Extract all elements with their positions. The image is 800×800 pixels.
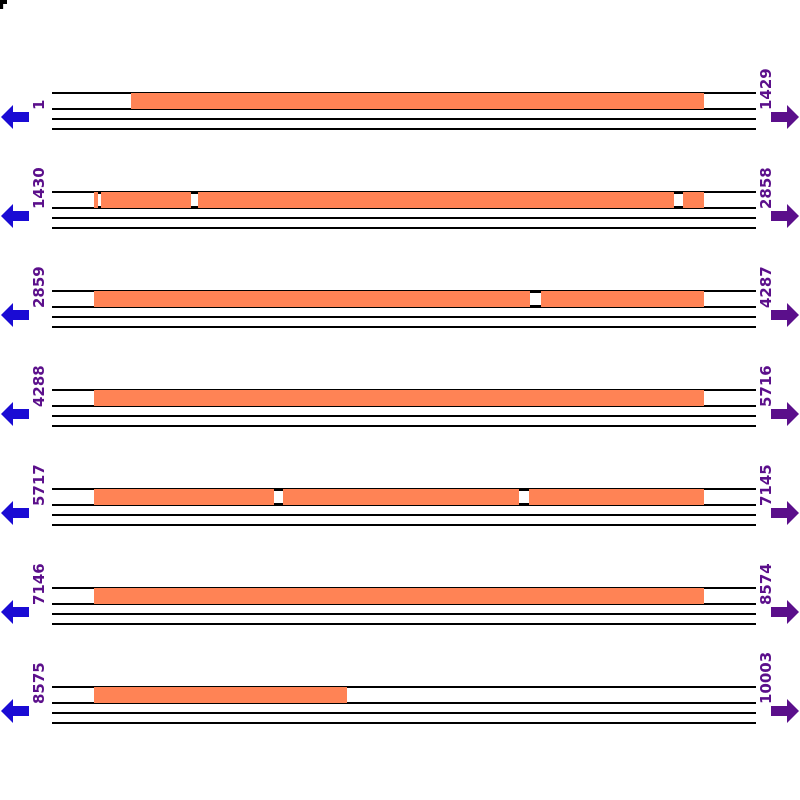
track-rule-line: [52, 504, 756, 506]
feature-bar[interactable]: [130, 93, 704, 109]
track-rule-line: [52, 207, 756, 209]
feature-bar[interactable]: [93, 588, 704, 604]
track-start-coord-label: 7146: [30, 563, 48, 605]
feature-bar[interactable]: [93, 192, 704, 208]
feature-bar[interactable]: [93, 687, 347, 703]
arrow-right-icon[interactable]: [770, 599, 800, 625]
feature-bar[interactable]: [93, 390, 704, 406]
arrow-left-icon[interactable]: [0, 203, 30, 229]
arrow-left-icon[interactable]: [0, 104, 30, 130]
feature-gap-box[interactable]: [519, 489, 530, 505]
track-rule-line: [52, 108, 756, 110]
feature-bar[interactable]: [93, 489, 704, 505]
arrow-left-icon[interactable]: [0, 599, 30, 625]
track-rule-line: [52, 524, 756, 526]
arrow-left-icon[interactable]: [0, 698, 30, 724]
arrow-right-icon[interactable]: [770, 104, 800, 130]
arrow-right-icon[interactable]: [770, 500, 800, 526]
track-rule-line: [52, 227, 756, 229]
track-start-coord-label: 8575: [30, 662, 48, 704]
feature-gap-box[interactable]: [530, 291, 542, 307]
feature-gap-box[interactable]: [273, 489, 283, 505]
track-start-coord-label: 4288: [30, 365, 48, 407]
track-rule-line: [52, 613, 756, 615]
track-rule-line: [52, 425, 756, 427]
feature-gap-box[interactable]: [190, 192, 199, 208]
track-rule-line: [52, 722, 756, 724]
feature-gap-box[interactable]: [673, 192, 683, 208]
genome-track[interactable]: 1 1429: [0, 68, 800, 152]
track-rule-line: [52, 603, 756, 605]
track-rule-line: [52, 405, 756, 407]
track-start-coord-label: 5717: [30, 464, 48, 506]
arrow-right-icon[interactable]: [770, 203, 800, 229]
arrow-left-icon[interactable]: [0, 500, 30, 526]
track-rule-line: [52, 415, 756, 417]
genome-track[interactable]: 5717 7145: [0, 464, 800, 548]
track-start-coord-label: 1430: [30, 167, 48, 209]
corner-mark-icon: [0, 0, 7, 9]
track-rule-line: [52, 326, 756, 328]
track-rule-line: [52, 217, 756, 219]
track-rule-line: [52, 128, 756, 130]
genome-track[interactable]: 1430 2858: [0, 167, 800, 251]
arrow-right-icon[interactable]: [770, 698, 800, 724]
track-rule-line: [52, 702, 756, 704]
track-rule-line: [52, 623, 756, 625]
track-rule-line: [52, 316, 756, 318]
track-rule-line: [52, 712, 756, 714]
track-rule-line: [52, 118, 756, 120]
genome-track[interactable]: 2859 4287: [0, 266, 800, 350]
genome-track[interactable]: 7146 8574: [0, 563, 800, 647]
track-rule-line: [52, 306, 756, 308]
track-rule-line: [52, 686, 756, 688]
track-rule-line: [52, 514, 756, 516]
arrow-right-icon[interactable]: [770, 302, 800, 328]
track-end-coord-label: 10003: [757, 651, 775, 704]
arrow-right-icon[interactable]: [770, 401, 800, 427]
genome-track[interactable]: 4288 5716: [0, 365, 800, 449]
arrow-left-icon[interactable]: [0, 401, 30, 427]
feature-bar[interactable]: [93, 291, 704, 307]
arrow-left-icon[interactable]: [0, 302, 30, 328]
track-start-coord-label: 2859: [30, 266, 48, 308]
feature-gap-box[interactable]: [97, 192, 101, 208]
track-start-coord-label: 1: [30, 99, 48, 110]
genome-track[interactable]: 8575 10003: [0, 652, 800, 746]
